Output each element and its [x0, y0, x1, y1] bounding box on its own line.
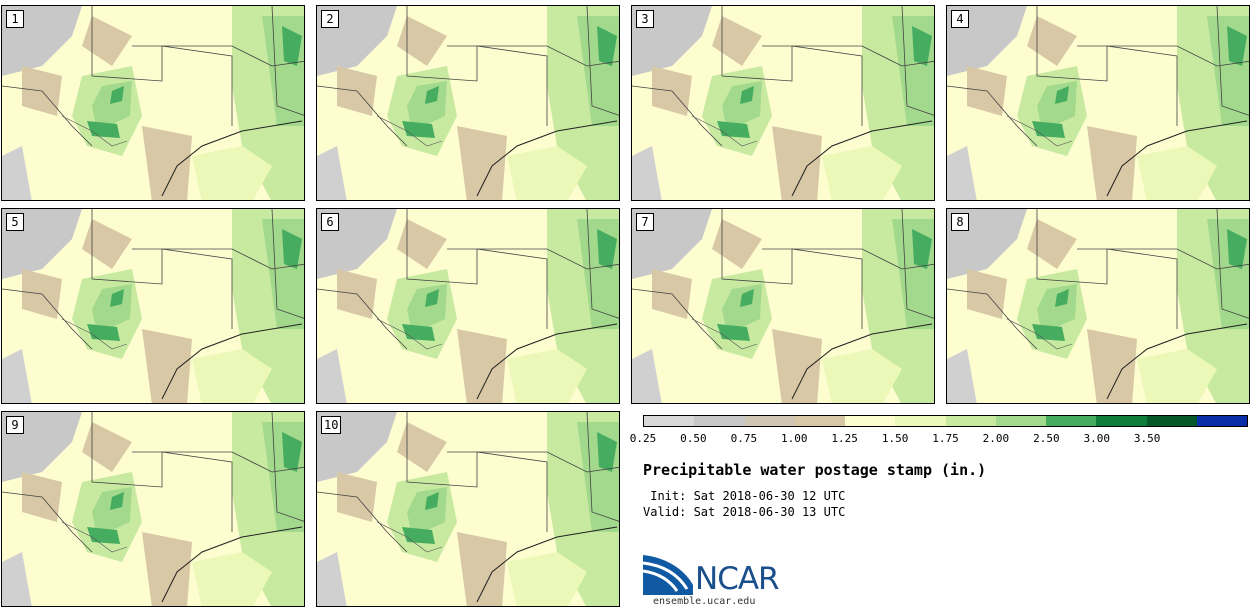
ensemble-member-panel-7: 7 [631, 208, 935, 404]
member-number: 3 [636, 10, 654, 28]
precipitable-water-map [2, 209, 304, 403]
map-title: Precipitable water postage stamp (in.) [643, 461, 987, 479]
legend-tick-label: 1.25 [831, 432, 858, 445]
member-number: 1 [6, 10, 24, 28]
legend-tick-label: 3.00 [1083, 432, 1111, 445]
ensemble-member-panel-1: 1 [1, 5, 305, 201]
member-number: 4 [951, 10, 969, 28]
member-number: 7 [636, 213, 654, 231]
precipitable-water-map [632, 209, 934, 403]
legend-tick-label: 0.50 [680, 432, 707, 445]
precipitable-water-map [2, 412, 304, 606]
precipitable-water-map [317, 209, 619, 403]
valid-time: Valid: Sat 2018-06-30 13 UTC [643, 505, 846, 519]
ensemble-member-panel-9: 9 [1, 411, 305, 607]
legend-tick-label: 3.50 [1133, 432, 1161, 445]
member-number: 6 [321, 213, 339, 231]
legend-tick-label: 1.00 [781, 432, 808, 445]
member-number: 2 [321, 10, 339, 28]
member-number: 8 [951, 213, 969, 231]
color-legend [643, 415, 1248, 427]
legend-swatch [644, 416, 695, 426]
legend-swatch [1146, 416, 1197, 426]
ensemble-member-panel-8: 8 [946, 208, 1250, 404]
precipitable-water-map [947, 209, 1249, 403]
ncar-logo-text: NCAR [695, 561, 780, 597]
legend-swatch [694, 416, 745, 426]
precipitable-water-map [632, 6, 934, 200]
legend-tick-label: 0.25 [629, 432, 657, 445]
legend-swatch [1096, 416, 1147, 426]
member-number: 9 [6, 416, 24, 434]
legend-tick-label: 1.50 [881, 432, 909, 445]
ncar-swoosh-icon [642, 555, 693, 595]
legend-swatch [744, 416, 795, 426]
legend-swatch [845, 416, 896, 426]
site-url[interactable]: ensemble.ucar.edu [653, 596, 756, 607]
precipitable-water-map [947, 6, 1249, 200]
legend-tick-label: 1.75 [932, 432, 959, 445]
ensemble-member-panel-5: 5 [1, 208, 305, 404]
precipitable-water-map [317, 412, 619, 606]
ncar-logo: NCAR [642, 555, 793, 597]
precipitable-water-map [2, 6, 304, 200]
legend-swatch [945, 416, 996, 426]
legend-tick-label: 2.50 [1033, 432, 1060, 445]
ensemble-member-panel-2: 2 [316, 5, 620, 201]
ensemble-member-panel-3: 3 [631, 5, 935, 201]
member-number: 10 [321, 416, 342, 434]
ensemble-member-panel-4: 4 [946, 5, 1250, 201]
legend-tick-label: 0.75 [730, 432, 758, 445]
legend-swatch [995, 416, 1046, 426]
ensemble-member-panel-6: 6 [316, 208, 620, 404]
legend-tick-label: 2.00 [982, 432, 1010, 445]
legend-swatch [794, 416, 845, 426]
member-number: 5 [6, 213, 24, 231]
ensemble-member-panel-10: 10 [316, 411, 620, 607]
legend-swatch [1046, 416, 1097, 426]
precipitable-water-map [317, 6, 619, 200]
init-time: Init: Sat 2018-06-30 12 UTC [643, 489, 846, 503]
color-legend-labels: 0.25 0.50 0.75 1.00 1.25 1.50 1.75 2.00 2.50 3.00… [0, 432, 1260, 446]
legend-swatch [1196, 416, 1247, 426]
legend-swatch [895, 416, 946, 426]
